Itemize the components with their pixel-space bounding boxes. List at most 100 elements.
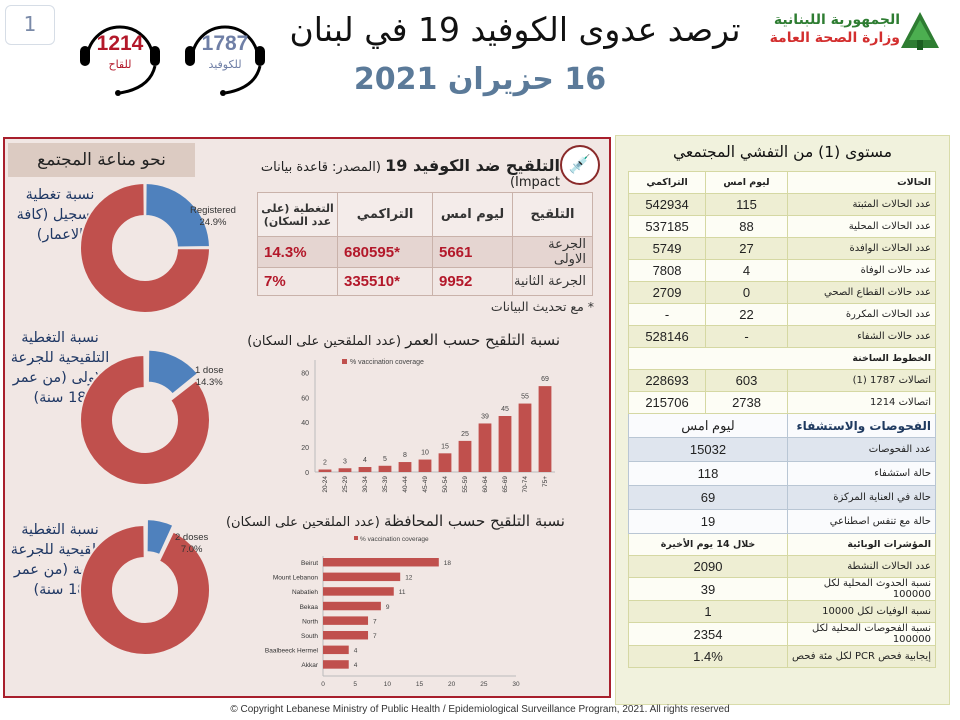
data-label: 45 [501,406,509,413]
table-row: عدد الحالات الوافدة 27 5749 [627,237,936,260]
epi-header-row: المؤشرات الوبائية خلال 14 يوم الأخيرة [628,533,936,556]
x-tick-label: 25-29 [342,476,349,493]
donut-remaining-slice [79,181,212,314]
bar [438,453,452,472]
table-row: عدد الفحوصات 15032 [628,437,936,462]
row-value: ليوم امس [705,171,788,194]
data-label: 4 [354,662,358,669]
row-label: عدد حالات القطاع الصحي [787,281,936,304]
hotlines-header-row: الخطوط الساخنة [628,347,936,370]
row-value: 0 [705,281,788,304]
row-label: حالة مع تنفس اصطناعي [787,509,936,534]
x-tick-label: 40-44 [402,476,409,493]
row-value: 2738 [705,391,788,414]
row-value: 228693 [627,369,707,392]
data-label: 15 [441,443,449,450]
data-label: 8 [403,452,407,459]
legend-label: % vaccination coverage [350,359,424,366]
bar [323,587,394,596]
donut-charts [79,181,212,656]
row-label: الحالات [787,171,936,194]
age-chart-title: نسبة التلقيح حسب العمر (عدد الملقحين على… [240,331,560,349]
data-label: 11 [399,589,406,596]
col-header: التغطية (على عدد السكان) [257,192,338,237]
table-row: عدد الحالات المكررة 22- [627,303,936,326]
row-value: 27 [705,237,788,260]
row-value: 2709 [627,281,707,304]
y-tick-label: 60 [301,395,309,402]
x-tick-label: 65-69 [502,476,509,493]
y-tick-label: 40 [301,420,309,427]
table-row: الجرعة الاولى 5661 *680595 14.3% [257,236,593,268]
donut-label-dose1: نسبة التغطية التلقيحية للجرعة الاولى (من… [10,330,110,406]
community-title: مستوى (1) من التفشي المجتمعي [672,143,893,161]
bar [418,459,432,472]
y-tick-label: Beirut [301,560,318,567]
row-value: 39 [628,577,788,601]
bar [358,467,372,472]
bar [498,416,512,472]
donut-slice-percent: 14.3% [195,377,223,388]
row-label: عدد الحالات المكررة [787,303,936,326]
x-tick-label: 30 [512,681,520,688]
x-tick-label: 15 [416,681,424,688]
bar [323,616,369,625]
table-row: عدد الحالات المثبتة 115 542934 [627,193,936,216]
row-value: - [627,303,707,326]
bar [323,631,369,640]
coverage-value: 14.3% [257,236,338,268]
hotline-vaccine-label: للقاح [108,58,132,71]
legend-label: % vaccination coverage [360,536,429,543]
row-label: اتصالات 1787 (1) [787,369,936,392]
bar [538,386,552,472]
row-value: ليوم امس [628,413,788,438]
row-value: 4 [705,259,788,282]
row-value: 7808 [627,259,707,282]
y-tick-label: 0 [305,470,309,477]
y-tick-label: Akkar [301,662,318,669]
y-tick-label: Bekaa [300,604,319,611]
table-row: الجرعة الثانية 9952 *335510 7% [257,267,593,296]
data-label: 4 [354,648,358,655]
table-row: اتصالات 1787 (1) 603 228693 [627,369,936,392]
age-coverage-chart: 0 20 40 60 80 % vaccination coverage 2 20-24 3 25… [301,359,555,493]
y-tick-label: Nabatieh [292,589,318,596]
row-value: 2090 [628,555,788,578]
table-row: إيجابية فحص PCR لكل مئة فحص 1.4% [628,645,936,668]
table-row: عدد الحالات النشطة 2090 [628,555,936,578]
row-label: نسبة الوفيات لكل 10000 [787,600,936,623]
row-label: حالة في العناية المركزة [787,485,936,510]
table-row: عدد حالات الشفاء -528146 [627,325,936,348]
age-chart-title-main: نسبة التلقيح حسب العمر [405,331,560,349]
page-title: ترصد عدوى الكوفيد 19 في لبنان [289,10,741,49]
x-tick-label: 70-74 [522,476,529,493]
hotline-vaccine-number: 1214 [96,32,144,55]
hotline-covid-number: 1787 [201,32,249,55]
donut-slice-percent: 7.0% [180,544,203,555]
row-label: عدد الحالات المثبتة [787,193,936,216]
row-value: 603 [705,369,788,392]
donut-covered-slice [144,181,212,249]
row-label: عدد الحالات النشطة [787,555,936,578]
hotline-covid-badge: 1787 للكوفيد [180,8,270,98]
table-row: عدد الحالات المحلية 88 537185 [627,215,936,238]
donut-covered-slice [145,518,175,557]
governorate-coverage-chart: % vaccination coverage 0 5 10 15 20 25 30 18 Beir… [265,536,520,688]
col-header: التراكمي [337,192,433,237]
y-tick-label: 20 [301,445,309,452]
y-tick-label: Baalbeeck Hermel [265,648,319,655]
vaccination-source: (المصدر: قاعدة بيانات Impact) [260,160,560,190]
row-value: خلال 14 يوم الأخيرة [628,533,788,556]
data-label: 10 [421,450,429,457]
y-tick-label: 80 [301,370,309,377]
y-tick-label: North [302,618,318,625]
logo-line1: الجمهورية اللبنانية [773,12,900,28]
data-label: 12 [405,575,413,582]
cases-header-row: الحالات ليوم امس التراكمي [627,171,936,194]
donut-slice-label: 2 doses [175,532,209,543]
logo-line2: وزارة الصحة العامة [769,30,900,46]
row-label: عدد الحالات الوافدة [787,237,936,260]
donut-label-dose2: نسبة التغطية التلقيحية للجرعة الثانية (م… [10,522,110,598]
immunity-heading: نحو مناعة المجتمع [8,143,195,177]
x-tick-label: 35-39 [382,476,389,493]
